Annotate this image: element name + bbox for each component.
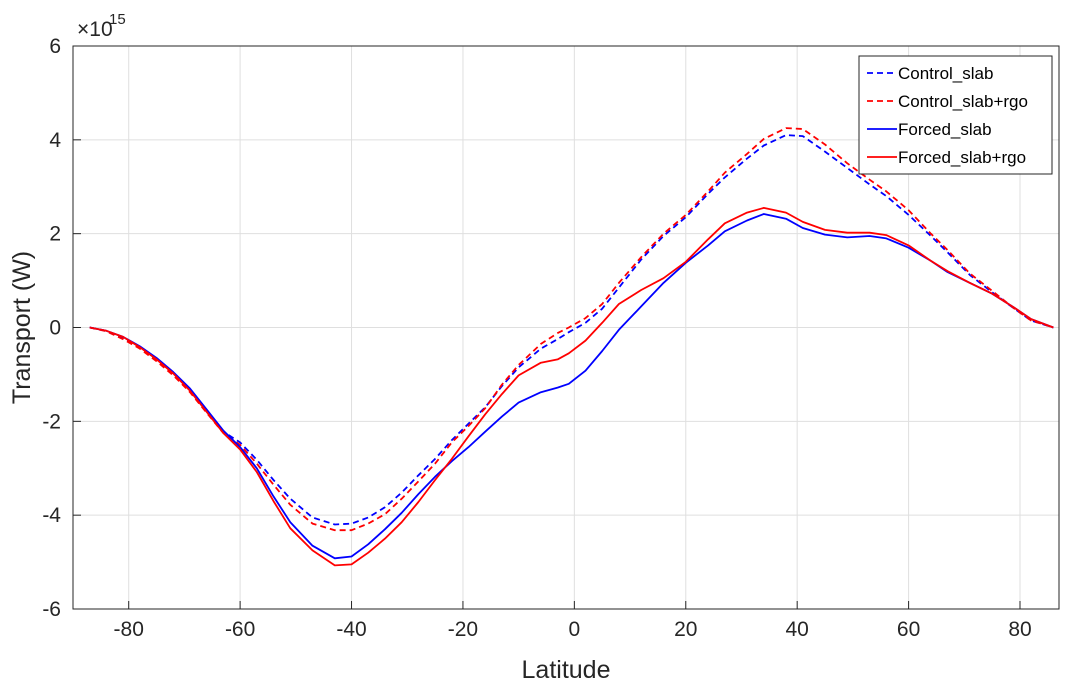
legend: Control_slab Control_slab+rgo Forced_slab F… (858, 55, 1053, 175)
legend-label: Forced_slab+rgo (898, 148, 1026, 167)
y-axis-title: Transport (W) (8, 251, 36, 404)
y-tick-label: 6 (49, 35, 61, 58)
x-tick-label: -80 (114, 618, 144, 641)
y-exponent-power: 15 (109, 11, 126, 28)
x-tick-label: 40 (786, 618, 809, 641)
series-layer (89, 127, 1054, 567)
y-tick-label: 2 (49, 223, 61, 246)
x-tick-label: 60 (897, 618, 920, 641)
x-tick-label: 20 (674, 618, 697, 641)
y-tick-label: -4 (42, 504, 61, 527)
y-tick-label: -2 (42, 410, 61, 433)
x-tick-label: -40 (336, 618, 366, 641)
legend-label: Forced_slab (898, 120, 992, 139)
x-tick-label: 0 (569, 618, 581, 641)
series-line-3 (89, 213, 1054, 560)
x-axis-title: Latitude (522, 656, 611, 684)
legend-label: Control_slab (898, 64, 993, 83)
series-line-1 (89, 134, 1054, 526)
x-tick-label: -20 (448, 618, 478, 641)
x-tick-label: -60 (225, 618, 255, 641)
y-tick-label: 0 (49, 317, 61, 340)
x-tick-label: 80 (1008, 618, 1031, 641)
legend-label: Control_slab+rgo (898, 92, 1028, 111)
legend-box (858, 55, 1053, 175)
series-line-4 (89, 206, 1054, 567)
y-tick-label: -6 (42, 598, 61, 621)
y-tick-label: 4 (49, 129, 61, 152)
y-exponent-base: ×10 (77, 18, 113, 41)
series-line-2 (89, 127, 1054, 532)
